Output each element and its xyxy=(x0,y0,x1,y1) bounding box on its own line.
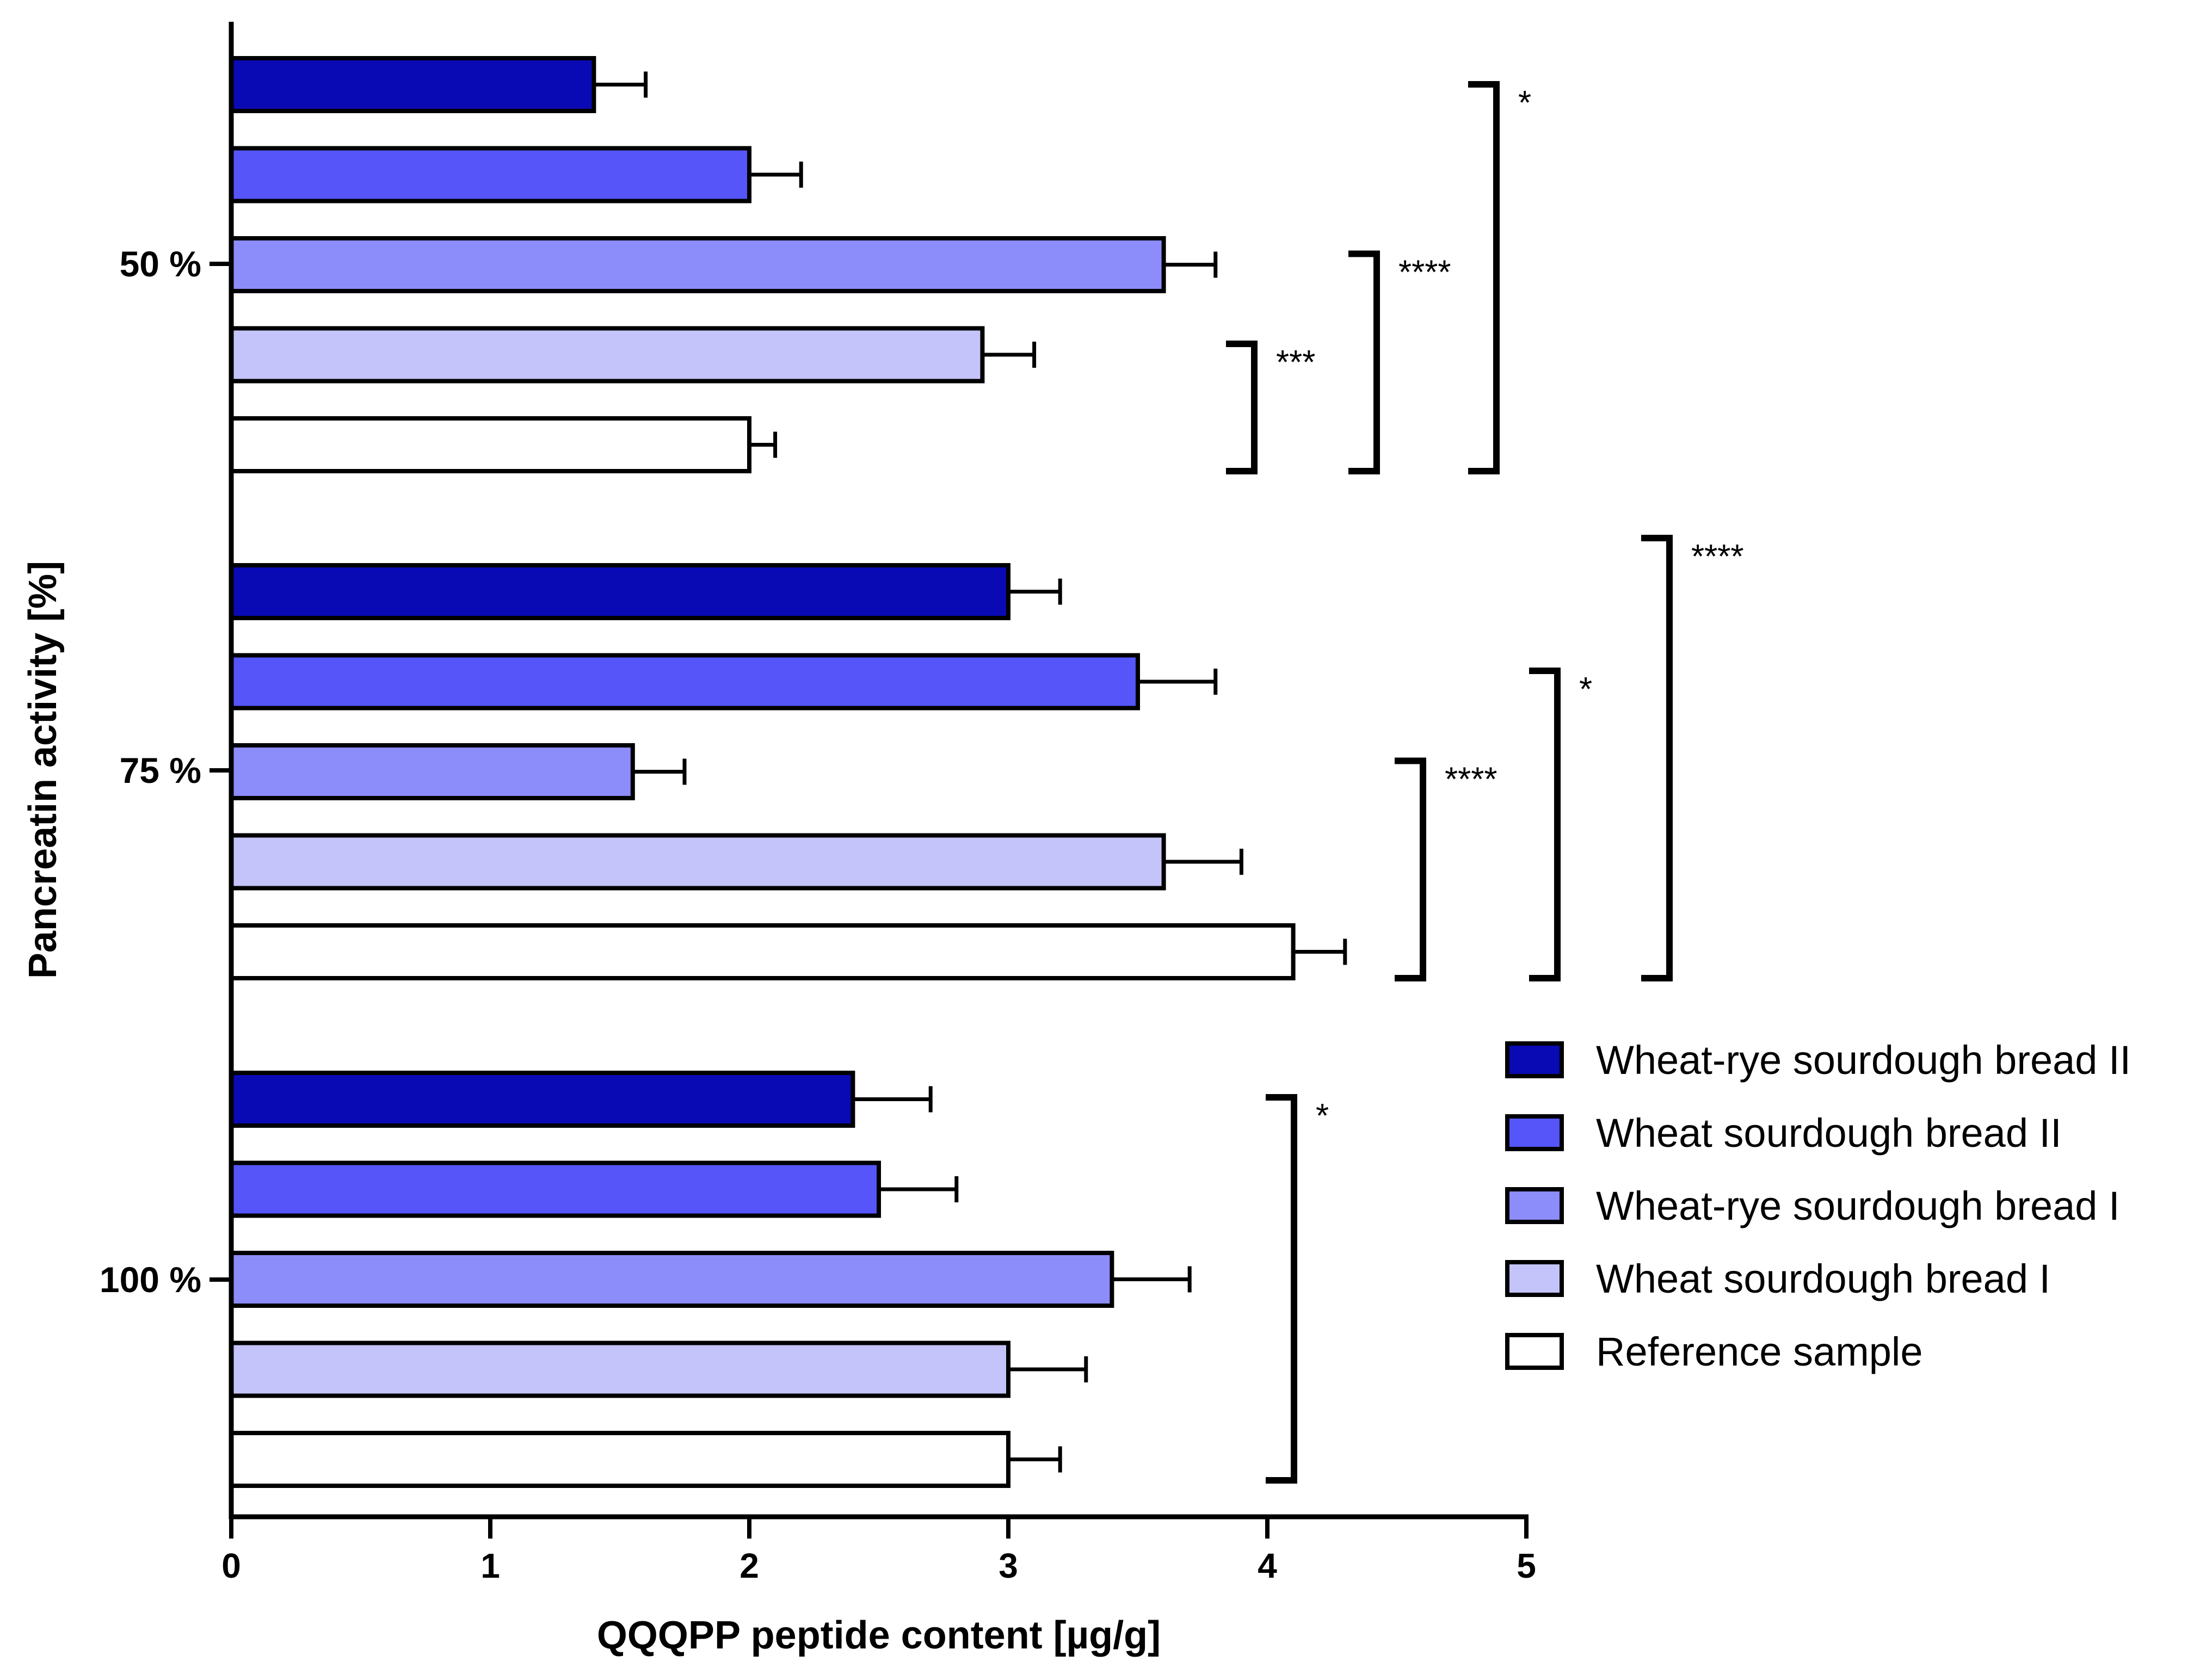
significance-label: *** xyxy=(1276,344,1315,381)
legend: Wheat-rye sourdough bread II Wheat sourdo… xyxy=(1505,1037,2131,1374)
legend-label: Wheat sourdough bread II xyxy=(1596,1110,2062,1156)
legend-item: Wheat sourdough bread II xyxy=(1505,1110,2062,1156)
error-bars-layer xyxy=(594,71,1347,1473)
significance-label: **** xyxy=(1445,761,1498,799)
ticks-layer: 0 1 2 3 4 5 50 % 75 % 100 % xyxy=(100,244,1536,1585)
significance-label: * xyxy=(1518,84,1531,122)
significance-bracket: * xyxy=(1529,668,1592,981)
error-bar-wheat-rye-sourdough-bread-i-50 xyxy=(1163,251,1218,278)
legend-swatch xyxy=(1505,1114,1564,1151)
error-bar-wheat-rye-sourdough-bread-ii-75 xyxy=(1008,578,1062,605)
bar-wheat-sourdough-bread-ii-100 xyxy=(229,1160,881,1218)
category-label: 100 % xyxy=(100,1259,201,1300)
category-label: 75 % xyxy=(120,750,201,790)
x-tick-label: 2 xyxy=(740,1546,759,1585)
significance-bracket: *** xyxy=(1226,341,1315,474)
x-axis-title: QQQPP peptide content [µg/g] xyxy=(597,1614,1161,1657)
significance-label: * xyxy=(1316,1097,1329,1135)
error-bar-wheat-rye-sourdough-bread-i-100 xyxy=(1112,1266,1192,1293)
legend-item: Wheat-rye sourdough bread I xyxy=(1505,1183,2120,1228)
legend-item: Wheat-rye sourdough bread II xyxy=(1505,1037,2131,1083)
significance-bracket: **** xyxy=(1395,757,1498,981)
legend-swatch xyxy=(1505,1333,1564,1370)
x-tick-label: 4 xyxy=(1258,1546,1277,1585)
bar-wheat-sourdough-bread-i-75 xyxy=(229,833,1166,891)
x-tick-label: 5 xyxy=(1517,1546,1536,1585)
bar-reference-sample-75 xyxy=(229,923,1296,980)
x-tick-label: 0 xyxy=(221,1546,241,1585)
error-bar-wheat-rye-sourdough-bread-ii-100 xyxy=(853,1086,933,1113)
significance-bracket: * xyxy=(1468,81,1531,474)
bar-wheat-rye-sourdough-bread-i-100 xyxy=(229,1251,1114,1308)
significance-bracket: **** xyxy=(1348,250,1451,474)
significance-label: * xyxy=(1579,671,1592,708)
bar-wheat-rye-sourdough-bread-ii-75 xyxy=(229,563,1010,620)
category-label: 50 % xyxy=(120,244,201,284)
bar-wheat-sourdough-bread-i-100 xyxy=(229,1341,1010,1398)
bar-reference-sample-100 xyxy=(229,1431,1010,1488)
significance-bracket: **** xyxy=(1641,535,1744,981)
error-bar-reference-sample-75 xyxy=(1293,938,1347,965)
legend-label: Wheat-rye sourdough bread II xyxy=(1596,1037,2131,1083)
bar-wheat-sourdough-bread-i-50 xyxy=(229,326,985,384)
error-bar-wheat-rye-sourdough-bread-i-75 xyxy=(632,758,687,785)
error-bar-wheat-rye-sourdough-bread-ii-50 xyxy=(594,71,648,98)
error-bar-wheat-sourdough-bread-ii-50 xyxy=(749,162,803,188)
significance-label: **** xyxy=(1691,538,1744,576)
significance-bracket: * xyxy=(1266,1094,1329,1484)
significance-layer: ****************** xyxy=(1226,81,1744,1484)
legend-label: Reference sample xyxy=(1596,1329,1923,1374)
error-bar-reference-sample-100 xyxy=(1008,1446,1062,1473)
legend-item: Reference sample xyxy=(1505,1329,1923,1374)
error-bar-wheat-sourdough-bread-ii-75 xyxy=(1138,669,1218,695)
legend-swatch xyxy=(1505,1187,1564,1224)
error-bar-wheat-sourdough-bread-i-100 xyxy=(1008,1356,1088,1382)
y-axis-title: Pancreatin activity [%] xyxy=(21,561,65,979)
bar-wheat-rye-sourdough-bread-ii-50 xyxy=(229,56,596,113)
significance-label: **** xyxy=(1398,254,1451,292)
legend-label: Wheat sourdough bread I xyxy=(1596,1256,2050,1301)
bar-wheat-sourdough-bread-ii-75 xyxy=(229,653,1140,711)
error-bar-wheat-sourdough-bread-i-75 xyxy=(1163,849,1243,875)
legend-swatch xyxy=(1505,1041,1564,1078)
legend-item: Wheat sourdough bread I xyxy=(1505,1256,2050,1301)
error-bar-wheat-sourdough-bread-i-50 xyxy=(982,342,1037,368)
error-bar-reference-sample-50 xyxy=(749,431,778,458)
legend-swatch xyxy=(1505,1260,1564,1297)
bar-wheat-sourdough-bread-ii-50 xyxy=(229,146,751,203)
bar-reference-sample-50 xyxy=(229,416,751,473)
error-bar-wheat-sourdough-bread-ii-100 xyxy=(879,1176,959,1202)
bar-wheat-rye-sourdough-bread-i-50 xyxy=(229,236,1166,293)
bar-wheat-rye-sourdough-bread-ii-100 xyxy=(229,1071,855,1128)
bars-layer xyxy=(229,56,1296,1488)
x-tick-label: 1 xyxy=(480,1546,500,1585)
bar-wheat-rye-sourdough-bread-i-75 xyxy=(229,743,635,800)
x-tick-label: 3 xyxy=(999,1546,1018,1585)
legend-label: Wheat-rye sourdough bread I xyxy=(1596,1183,2120,1228)
